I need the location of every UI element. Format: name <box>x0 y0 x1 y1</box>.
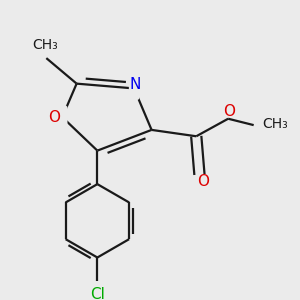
Text: O: O <box>49 110 61 124</box>
Text: CH₃: CH₃ <box>262 116 288 130</box>
Text: CH₃: CH₃ <box>32 38 58 52</box>
Text: O: O <box>223 104 235 119</box>
Text: O: O <box>197 174 209 189</box>
Text: N: N <box>130 77 141 92</box>
Text: Cl: Cl <box>90 287 105 300</box>
